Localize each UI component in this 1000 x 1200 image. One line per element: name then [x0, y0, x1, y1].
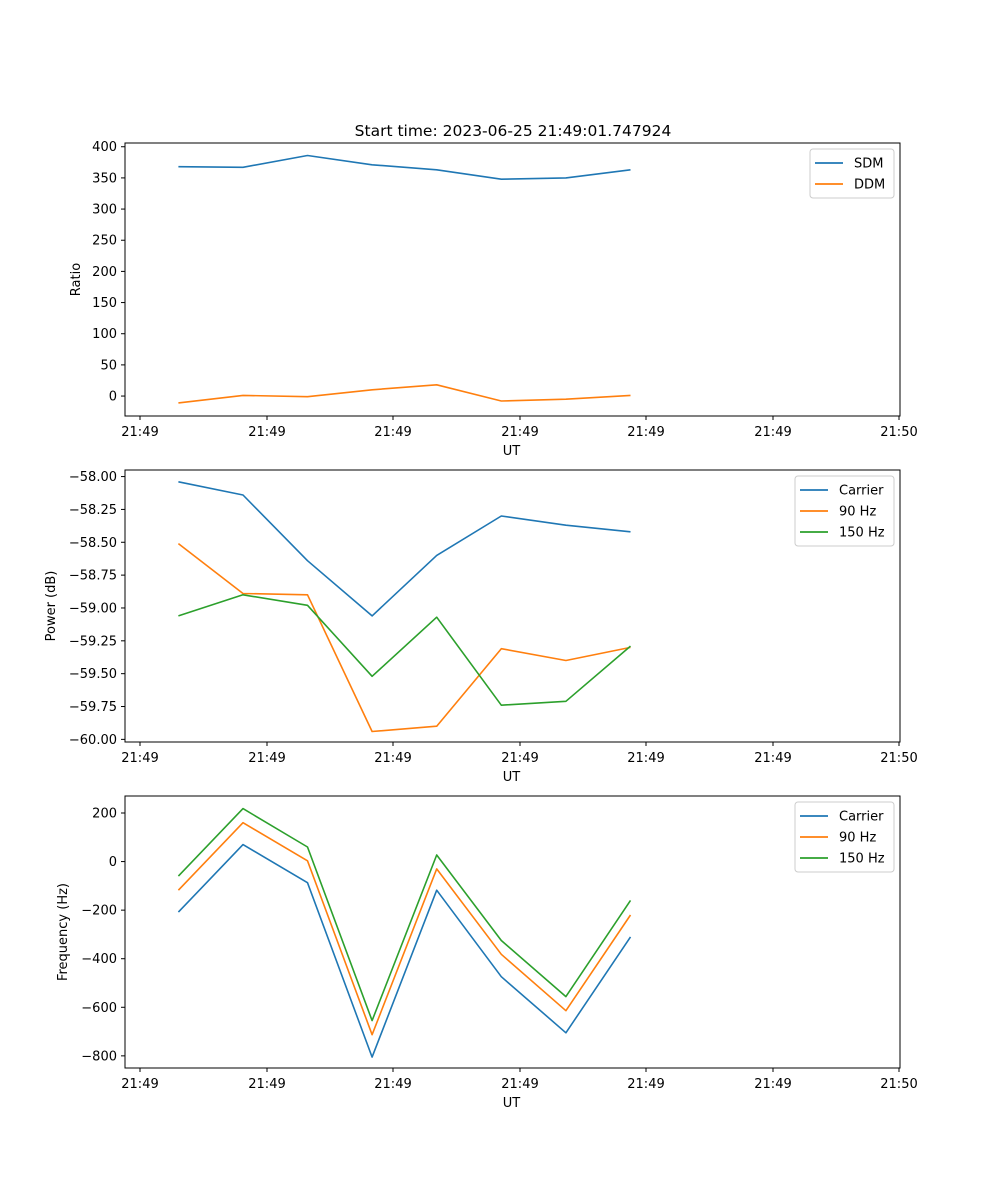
y-tick-label: −58.75 [69, 569, 117, 584]
legend-label: Carrier [839, 484, 884, 499]
y-tick-label: 300 [92, 203, 117, 218]
chart-panel-1: 0 50 100 150 200 250 300 350 400 21:49 21:49 21:49 2… [69, 140, 918, 459]
series-line-3-1 [177, 843, 632, 1058]
legend-label: 150 Hz [839, 526, 885, 541]
x-tick-label: 21:49 [501, 1077, 538, 1092]
x-tick-label: 21:49 [501, 751, 538, 766]
y-tick-label: −59.50 [69, 667, 117, 682]
axes-frame [124, 795, 901, 1069]
y-tick-label: 0 [109, 390, 117, 405]
y-tick-label: −800 [81, 1049, 117, 1064]
x-tick-label: 21:49 [627, 751, 664, 766]
x-tick-label: 21:49 [754, 425, 791, 440]
y-axis-label: Power (dB) [44, 571, 59, 642]
x-tick-label: 21:49 [374, 751, 411, 766]
y-tick-label: −58.00 [69, 470, 117, 485]
series-line-3-3 [177, 807, 632, 1022]
x-tick-label: 21:49 [121, 425, 158, 440]
legend-box [794, 475, 895, 547]
y-tick-label: −59.00 [69, 601, 117, 616]
series-line-2-3 [178, 593, 632, 707]
y-tick-label: −60.00 [69, 733, 117, 748]
legend-label: 90 Hz [839, 505, 876, 520]
x-tick-label: 21:49 [754, 1077, 791, 1092]
figure-title: Start time: 2023-06-25 21:49:01.747924 [355, 122, 672, 140]
x-axis-label: UT [503, 1096, 521, 1111]
y-tick-label: −59.75 [69, 700, 117, 715]
y-tick-label: −59.25 [69, 634, 117, 649]
series-line-1-1 [178, 154, 631, 180]
series-line-3-2 [177, 821, 632, 1036]
y-tick-label: 400 [92, 140, 117, 155]
legend: Carrier 90 Hz 150 Hz [794, 475, 895, 547]
x-tick-label: 21:49 [121, 751, 158, 766]
x-tick-label: 21:49 [121, 1077, 158, 1092]
x-tick-label: 21:50 [880, 1077, 917, 1092]
series-line-2-2 [177, 542, 631, 733]
x-tick-label: 21:49 [248, 1077, 285, 1092]
y-tick-label: 100 [92, 327, 117, 342]
y-tick-label: −200 [81, 904, 117, 919]
x-tick-label: 21:50 [880, 425, 917, 440]
legend-box [809, 148, 895, 199]
legend-label: SDM [854, 157, 883, 172]
y-tick-label: −600 [81, 1001, 117, 1016]
x-tick-label: 21:49 [627, 1077, 664, 1092]
chart-panel-2: −58.00 −58.25 −58.50 −58.75 −59.00 −59.25 −59.… [44, 469, 918, 785]
x-tick-label: 21:49 [374, 425, 411, 440]
legend-label: Carrier [839, 810, 884, 825]
y-tick-label: 150 [92, 296, 117, 311]
y-tick-label: 250 [92, 234, 117, 249]
legend-box [794, 801, 895, 873]
legend-label: DDM [854, 178, 885, 193]
y-tick-label: 200 [92, 265, 117, 280]
series-line-1-2 [178, 383, 631, 404]
y-tick-label: 200 [92, 807, 117, 822]
y-tick-label: −58.50 [69, 536, 117, 551]
x-axis-label: UT [503, 444, 521, 459]
series-line-2-1 [178, 481, 631, 617]
x-tick-label: 21:49 [248, 425, 285, 440]
x-tick-label: 21:49 [627, 425, 664, 440]
legend: SDM DDM [809, 148, 895, 199]
y-tick-label: −58.25 [69, 503, 117, 518]
x-tick-label: 21:50 [880, 751, 917, 766]
legend-label: 150 Hz [839, 852, 885, 867]
y-tick-label: 350 [92, 171, 117, 186]
y-tick-label: −400 [81, 952, 117, 967]
y-axis-label: Ratio [69, 263, 84, 296]
chart-panel-3: 200 0 −200 −400 −600 −800 21:49 21:49 21:49 21:49… [56, 795, 918, 1111]
y-tick-label: 0 [109, 855, 117, 870]
x-tick-label: 21:49 [374, 1077, 411, 1092]
x-tick-label: 21:49 [248, 751, 285, 766]
y-tick-label: 50 [100, 358, 117, 373]
legend-label: 90 Hz [839, 831, 876, 846]
x-axis-label: UT [503, 770, 521, 785]
x-tick-label: 21:49 [754, 751, 791, 766]
y-axis-label: Frequency (Hz) [56, 883, 71, 981]
axes-frame [124, 469, 901, 743]
x-tick-label: 21:49 [501, 425, 538, 440]
legend: Carrier 90 Hz 150 Hz [794, 801, 895, 873]
axes-frame [124, 142, 901, 417]
